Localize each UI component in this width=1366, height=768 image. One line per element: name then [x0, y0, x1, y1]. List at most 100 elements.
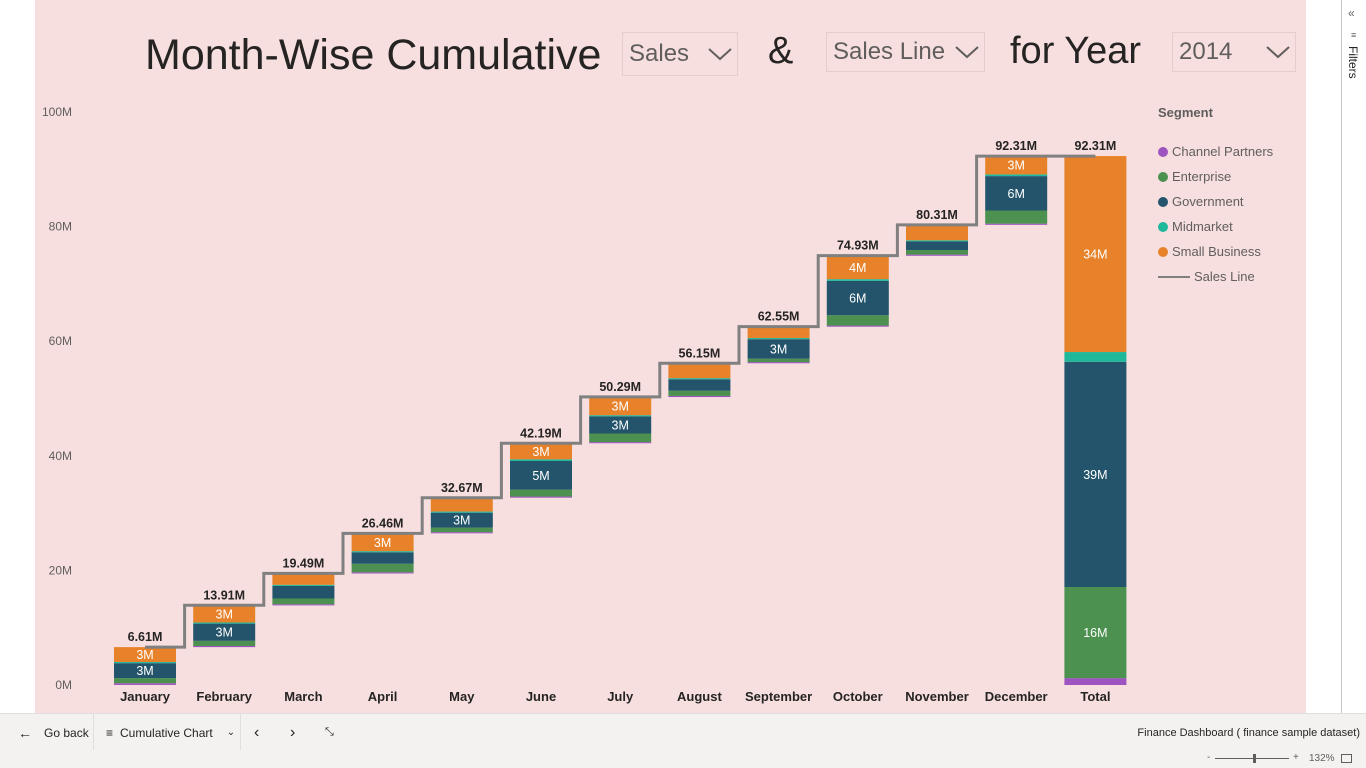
- cumulative-data-label: 50.29M: [599, 380, 641, 394]
- cumulative-data-label: 32.67M: [441, 481, 483, 495]
- bar-segment: [114, 678, 176, 684]
- legend-label: Enterprise: [1172, 169, 1232, 184]
- fit-page-icon[interactable]: [1341, 754, 1352, 763]
- bar-segment: [589, 396, 652, 416]
- zoom-slider-thumb[interactable]: [1253, 754, 1256, 763]
- cumulative-data-label: 62.55M: [758, 310, 800, 324]
- collapse-icon: ⤡: [325, 726, 334, 738]
- x-category-label: September: [745, 689, 812, 704]
- fullscreen-button[interactable]: ⤡: [325, 714, 334, 751]
- cumulative-data-label: 13.91M: [203, 588, 245, 602]
- list-icon: ≡: [106, 725, 114, 740]
- previous-page-button[interactable]: ‹: [254, 714, 259, 751]
- bar-segment: [193, 645, 256, 648]
- x-category-label: November: [905, 689, 969, 704]
- bar-segment: [747, 326, 810, 339]
- chevron-right-icon: ›: [290, 723, 296, 741]
- bar-segment: [668, 390, 731, 396]
- segment-data-label: 3M: [216, 626, 233, 640]
- year-slicer[interactable]: 2014: [1172, 32, 1296, 72]
- divider: [93, 714, 94, 751]
- bar-segment: [510, 459, 572, 462]
- bar-segment: [985, 176, 1048, 211]
- bar-segment: [985, 223, 1048, 225]
- line-slicer-value: Sales Line: [833, 38, 946, 65]
- y-tick-label: 60M: [49, 334, 72, 348]
- sales-line: [145, 154, 1096, 649]
- bar-segment: [272, 573, 335, 585]
- bar-segment: [747, 338, 810, 340]
- segment-data-label: 4M: [849, 261, 866, 275]
- bar-segment: [351, 533, 414, 552]
- segment-data-label: 16M: [1083, 626, 1107, 640]
- bar-segment: [668, 395, 731, 398]
- page-selector[interactable]: ≡ Cumulative Chart ⌄: [106, 714, 235, 751]
- title-prefix: Month-Wise Cumulative: [145, 31, 602, 79]
- bar-segment: [668, 363, 731, 379]
- zoom-out-button[interactable]: -: [1207, 752, 1211, 763]
- filters-pane[interactable]: « ≡ Filters: [1341, 0, 1366, 713]
- report-name: Finance Dashboard ( finance sample datas…: [1137, 726, 1360, 739]
- bar-segment: [114, 647, 176, 663]
- segment-data-label: 3M: [453, 514, 470, 528]
- chevron-down-icon: ⌄: [226, 727, 236, 738]
- legend-item[interactable]: Government: [1158, 189, 1273, 214]
- cumulative-data-label: 92.31M: [995, 139, 1037, 153]
- segment-data-label: 3M: [136, 664, 153, 678]
- bar-segment: [747, 362, 810, 364]
- segment-data-label: 6M: [1008, 187, 1025, 201]
- bar-segment: [193, 623, 256, 641]
- collapse-chevron-icon[interactable]: «: [1348, 6, 1355, 20]
- segment-data-label: 6M: [849, 292, 866, 306]
- segment-data-label: 5M: [532, 469, 549, 483]
- bar-segment: [1064, 361, 1127, 588]
- bar-segment: [589, 442, 652, 444]
- bar-segment: [114, 683, 176, 685]
- zoom-slider[interactable]: [1215, 758, 1289, 759]
- bar-segment: [1064, 352, 1127, 362]
- bar-segment: [193, 605, 256, 623]
- segment-data-label: 3M: [770, 342, 787, 356]
- line-slicer[interactable]: Sales Line: [826, 32, 985, 72]
- x-category-label: October: [833, 689, 883, 704]
- bar-segment: [589, 433, 652, 443]
- x-category-label: March: [284, 689, 322, 704]
- legend-label: Midmarket: [1172, 219, 1233, 234]
- zoom-in-button[interactable]: +: [1293, 752, 1299, 763]
- title-suffix: for Year: [1010, 30, 1141, 72]
- legend-dot-marker: [1158, 171, 1168, 182]
- next-page-button[interactable]: ›: [290, 714, 295, 751]
- bar-segment: [351, 572, 414, 574]
- bar-segment: [430, 512, 493, 528]
- cumulative-data-label: 19.49M: [283, 556, 325, 570]
- bar-segment: [985, 210, 1048, 224]
- arrow-left-icon: ←: [18, 724, 32, 741]
- legend-item[interactable]: Enterprise: [1158, 164, 1273, 189]
- bar-segment: [747, 339, 810, 359]
- bar-segment: [193, 640, 256, 646]
- year-slicer-value: 2014: [1179, 38, 1233, 65]
- bar-segment: [272, 604, 335, 606]
- bar-segment: [826, 280, 889, 316]
- legend-item[interactable]: Small Business: [1158, 239, 1273, 264]
- legend-item[interactable]: Sales Line: [1158, 264, 1273, 289]
- legend-item[interactable]: Channel Partners: [1158, 139, 1273, 164]
- legend-dot-marker: [1158, 146, 1168, 157]
- y-tick-label: 0M: [55, 678, 72, 692]
- bar-segment: [906, 250, 968, 255]
- status-bar: - + 132%: [0, 750, 1366, 768]
- bar-segment: [985, 156, 1048, 175]
- filters-label: Filters: [1346, 46, 1360, 79]
- measure-slicer[interactable]: Sales: [622, 32, 738, 76]
- legend-dot-marker: [1158, 246, 1168, 257]
- go-back-button[interactable]: ← Go back: [18, 714, 89, 751]
- segment-data-label: 34M: [1083, 248, 1107, 262]
- legend-item[interactable]: Midmarket: [1158, 214, 1273, 239]
- bar-segment: [826, 325, 889, 327]
- cumulative-data-label: 6.61M: [128, 630, 163, 644]
- bar-segment: [747, 358, 810, 363]
- bar-segment: [589, 415, 652, 417]
- bar-segment: [430, 532, 493, 534]
- bar-segment: [114, 663, 176, 679]
- y-tick-label: 40M: [49, 449, 72, 463]
